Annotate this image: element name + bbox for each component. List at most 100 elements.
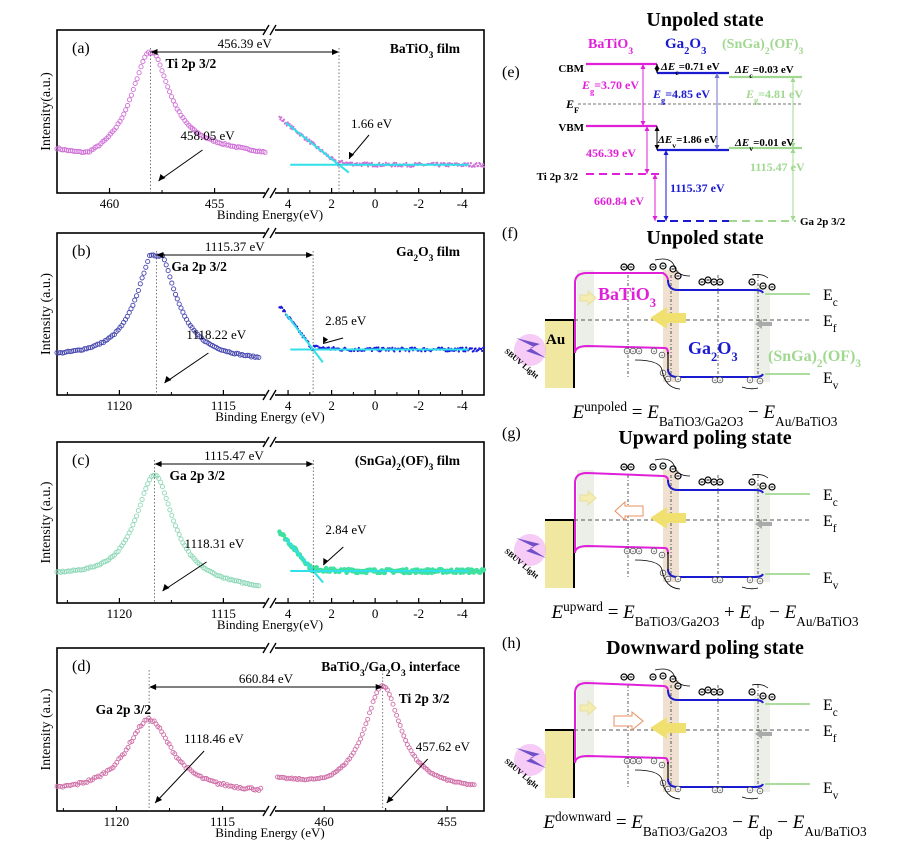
- vb-data-point: [349, 161, 352, 164]
- delta-ev-1-label-part: =1.86 eV: [676, 134, 717, 146]
- data-point: [180, 309, 186, 315]
- hole-sign: +: [719, 579, 722, 584]
- ec-label: Ec: [823, 697, 838, 719]
- ga2o3-label-part: Ga: [688, 338, 711, 358]
- hole-sign: +: [749, 379, 752, 384]
- data-point: [165, 501, 171, 507]
- data-point: [163, 78, 169, 85]
- vb-data-point: [482, 165, 486, 168]
- arrow-head: [154, 461, 162, 467]
- hole: [664, 785, 672, 793]
- hole: [746, 786, 754, 794]
- data-point: [167, 507, 173, 513]
- batio3-conduction-band: [574, 681, 669, 763]
- axis-break-mark: [262, 187, 270, 199]
- delta-ev-2-label-part: =0.01 eV: [753, 137, 794, 149]
- delta-ev-2-label-part: v: [749, 144, 753, 153]
- x-tick-label: 1115: [211, 606, 236, 621]
- y-axis-label: Intensity(a.u.): [39, 72, 54, 151]
- data-point: [128, 527, 134, 533]
- ef-label-part: E: [823, 723, 833, 740]
- data-point: [128, 92, 134, 98]
- vb-data-point: [367, 165, 370, 168]
- hole: [629, 547, 637, 555]
- hole: [716, 376, 724, 384]
- ev-label: Ev: [823, 370, 839, 392]
- vb-data-point: [375, 346, 378, 349]
- arrow-head: [790, 216, 796, 221]
- snga-field-arrow: [755, 519, 772, 529]
- panel-label: (g): [502, 425, 521, 442]
- hole-sign: +: [759, 380, 762, 385]
- hole: [664, 575, 672, 583]
- hole-transfer-arrow: [741, 386, 759, 390]
- core-level-label: Ti 2p 3/2: [165, 56, 216, 71]
- barrier-equation-part: BaTiO3/Ga2O3: [643, 824, 728, 839]
- batio3-label-part: 3: [650, 296, 656, 310]
- arrow-head: [654, 145, 660, 150]
- eg-ga2o3-label: Eg=4.85 eV: [652, 87, 710, 105]
- x-tick-label: 1115: [211, 398, 236, 413]
- data-point: [361, 726, 367, 732]
- xps-panel-d: 1120 1115 460 455 Binding Energy (eV) Intensi…: [39, 642, 485, 840]
- barrier-equation-part: E: [784, 602, 797, 623]
- hole-sign: +: [626, 760, 629, 765]
- data-point: [390, 701, 396, 707]
- vb-data-point: [280, 116, 283, 119]
- panel-title-part: /Ga: [364, 659, 386, 674]
- ga2o3-valence-band: [667, 368, 764, 378]
- barrier-equation-part: E: [738, 602, 751, 623]
- hole-sign: +: [632, 550, 635, 555]
- peak-position-label: 458.05 eV: [180, 128, 235, 143]
- vb-data-point: [351, 161, 354, 164]
- hole-sign: +: [749, 579, 752, 584]
- axis-break-mark: [262, 389, 270, 401]
- panel-label: (a): [72, 40, 90, 57]
- vb-data-point: [410, 165, 413, 168]
- panel-title-part: BaTiO: [390, 41, 429, 56]
- vbm-label: VBM: [558, 122, 584, 134]
- leading-edge-fit-line: [285, 121, 350, 174]
- data-point: [135, 287, 141, 294]
- data-point: [408, 748, 414, 754]
- arrow-head: [323, 336, 329, 344]
- barrier-equation-part: −: [727, 812, 747, 833]
- data-point: [125, 745, 131, 750]
- data-point: [172, 102, 178, 108]
- data-point: [155, 57, 161, 63]
- fermi-label: EF: [565, 97, 579, 115]
- batio3-label: BaTiO3: [598, 284, 656, 310]
- hole: [716, 576, 724, 584]
- hole: [635, 757, 643, 765]
- vb-data-point: [282, 118, 286, 121]
- data-point: [365, 716, 371, 722]
- ef-label-part: f: [833, 523, 837, 535]
- hole: [650, 547, 658, 555]
- data-point: [82, 779, 88, 785]
- data-point: [368, 705, 374, 711]
- x-axis-label: Binding Energy (eV): [215, 825, 325, 840]
- hole: [623, 347, 631, 355]
- axis-break-mark: [269, 389, 277, 401]
- snga-label-part: 2: [817, 358, 823, 370]
- arrow-head: [790, 148, 796, 153]
- hole-sign: +: [661, 764, 664, 769]
- x-tick-label: -2: [413, 196, 424, 211]
- data-point: [130, 302, 136, 308]
- interface-zone: [754, 695, 770, 792]
- data-point: [356, 740, 362, 746]
- hole-sign: +: [667, 788, 670, 793]
- delta-ec-1-label-part: =0.71 eV: [679, 61, 720, 73]
- panel-label: (e): [502, 64, 520, 81]
- x-tick-label: -2: [413, 606, 424, 621]
- ev-label-part: E: [823, 570, 833, 587]
- panel-title-part: (SnGa): [355, 453, 396, 468]
- vb-data-point: [477, 164, 480, 168]
- annotation-arrow: [164, 352, 209, 384]
- data-point: [392, 707, 398, 713]
- axis-break-gap: [265, 645, 275, 651]
- arrow-head: [386, 796, 394, 803]
- batio3-conduction-band: [574, 471, 669, 553]
- snga-field-arrow: [755, 319, 772, 329]
